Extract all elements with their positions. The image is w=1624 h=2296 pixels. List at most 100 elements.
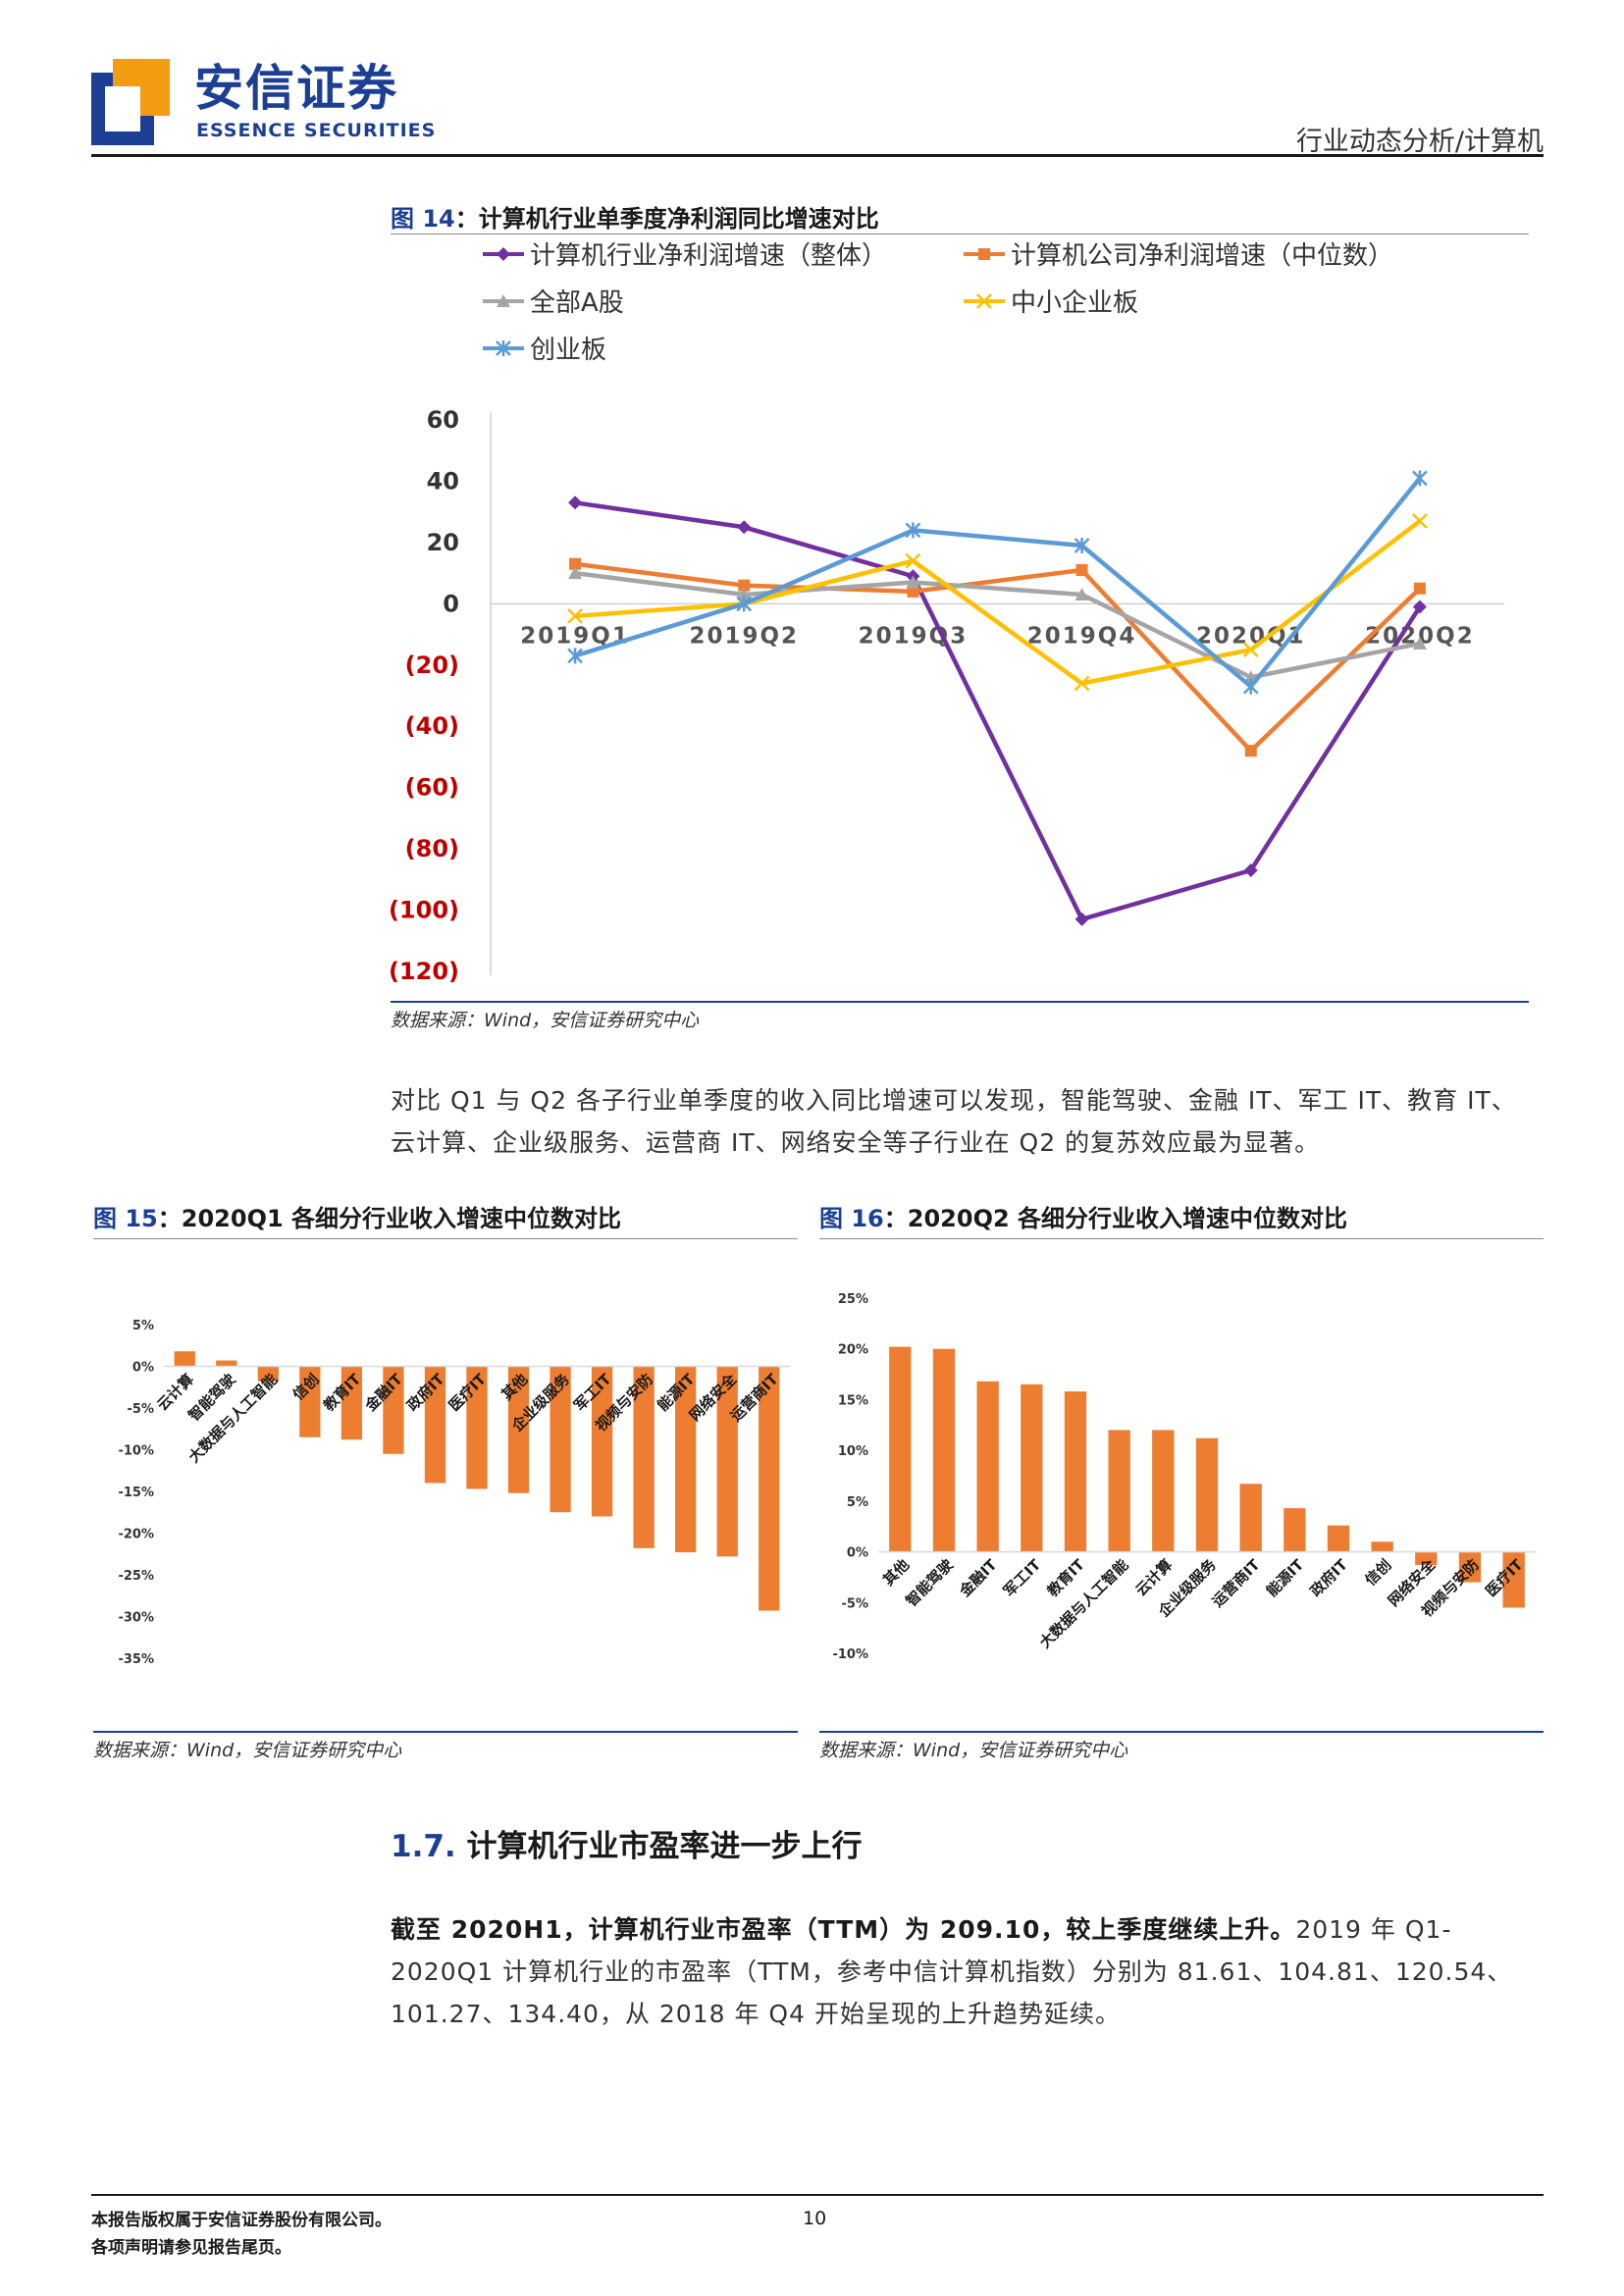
- series-line: [574, 500, 1422, 922]
- y-tick-label: (20): [405, 652, 459, 679]
- series-line: [574, 519, 1422, 686]
- data-point: [1075, 563, 1088, 576]
- bar: [675, 1366, 697, 1553]
- data-point: [1412, 470, 1428, 487]
- data-point: [1244, 745, 1257, 757]
- x-tick-label: 金融IT: [956, 1555, 1001, 1600]
- bar: [633, 1366, 655, 1548]
- bar: [550, 1366, 571, 1513]
- fig15-title-text: 2020Q1 各细分行业收入增速中位数对比: [181, 1205, 622, 1232]
- y-tick-label: -15%: [118, 1486, 154, 1500]
- data-point: [737, 520, 752, 535]
- legend-label: 全部A股: [530, 288, 624, 318]
- bar: [932, 1348, 956, 1552]
- y-tick-label: 10%: [838, 1444, 868, 1459]
- legend-item: 计算机行业净利润增速（整体）: [481, 235, 887, 272]
- data-point: [1074, 587, 1089, 600]
- legend-swatch: [483, 246, 524, 261]
- bar: [976, 1381, 999, 1552]
- legend-marker: [976, 292, 992, 309]
- page-number: 10: [803, 2208, 827, 2229]
- bar: [299, 1366, 321, 1437]
- legend-swatch: [483, 293, 524, 307]
- data-point: [905, 522, 921, 539]
- x-tick-label: 2019Q2: [689, 623, 799, 649]
- data-point: [736, 596, 753, 612]
- section-heading: 1.7. 计算机行业市盈率进一步上行: [391, 1821, 863, 1865]
- paragraph-subindustry: 对比 Q1 与 Q2 各子行业单季度的收入同比增速可以发现，智能驾驶、金融 IT…: [391, 1086, 1517, 1157]
- data-point: [1412, 600, 1427, 614]
- y-tick-label: 0%: [847, 1546, 868, 1561]
- footer-copyright: 本报告版权属于安信证券股份有限公司。: [91, 2211, 392, 2230]
- fig14-top-rule: [391, 234, 1529, 235]
- legend-swatch: [964, 247, 1005, 260]
- legend-item: 中小企业板: [962, 283, 1138, 319]
- fig16-title: 图 16：2020Q2 各细分行业收入增速中位数对比: [819, 1205, 1348, 1232]
- data-point: [567, 648, 583, 664]
- y-tick-label: (120): [391, 958, 459, 985]
- bar: [759, 1366, 780, 1611]
- series-line: [574, 570, 1421, 680]
- report-section: 行业动态分析/计算机: [1295, 127, 1544, 157]
- bar: [1152, 1430, 1175, 1552]
- legend-item: 创业板: [481, 330, 606, 366]
- fig15-label: 图 15: [93, 1205, 158, 1232]
- footer-disclaimer: 各项声明请参见报告尾页。: [91, 2238, 291, 2258]
- fig15-source: 数据来源：Wind，安信证券研究中心: [93, 1740, 402, 1761]
- data-point: [907, 585, 919, 598]
- data-point: [569, 557, 582, 570]
- fig16-title-text: 2020Q2 各细分行业收入增速中位数对比: [907, 1205, 1348, 1232]
- fig14-label: 图 14: [391, 205, 455, 233]
- bar: [1458, 1551, 1482, 1583]
- legend-label: 计算机行业净利润增速（整体）: [530, 241, 888, 271]
- fig14-title: 图 14：计算机行业单季度净利润同比增速对比: [391, 205, 879, 233]
- paragraph-pe: 截至 2020H1，计算机行业市盈率（TTM）为 209.10，较上季度继续上升…: [391, 1908, 1539, 2035]
- y-tick-label: 5%: [847, 1495, 868, 1510]
- bar: [257, 1366, 279, 1382]
- data-point: [905, 552, 921, 569]
- bar: [1021, 1383, 1043, 1552]
- data-point: [1074, 912, 1089, 926]
- fig15-bar-chart: 5%0%-5%-10%-15%-20%-25%-30%-35%云计算智能驾驶大数…: [118, 1319, 790, 1667]
- legend-label: 创业板: [530, 336, 607, 365]
- bar: [1283, 1508, 1306, 1552]
- x-tick-label: 信创: [1362, 1556, 1395, 1590]
- y-tick-label: 0%: [132, 1361, 154, 1376]
- section-title: 计算机行业市盈率进一步上行: [466, 1829, 863, 1864]
- logo-text-cn: 安信证券: [194, 60, 398, 117]
- legend-marker: [496, 339, 511, 356]
- legend-marker: [497, 293, 510, 307]
- fig15-top-rule: [93, 1238, 798, 1239]
- data-point: [568, 496, 583, 510]
- y-tick-label: -25%: [118, 1569, 154, 1584]
- y-tick-label: 20: [427, 529, 459, 556]
- data-point: [1243, 862, 1258, 877]
- data-point: [1412, 513, 1428, 529]
- bar: [1415, 1551, 1438, 1566]
- logo-mark: [91, 59, 170, 145]
- bar: [341, 1366, 363, 1440]
- legend-marker: [497, 246, 510, 261]
- data-point: [1242, 642, 1259, 658]
- x-tick-label: 政府IT: [1307, 1555, 1352, 1600]
- y-tick-label: 40: [427, 467, 459, 495]
- x-tick-label: 2019Q4: [1027, 623, 1137, 649]
- data-point: [1074, 675, 1090, 692]
- legend-item: 计算机公司净利润增速（中位数）: [962, 235, 1393, 272]
- y-tick-label: 0: [443, 590, 459, 617]
- y-tick-label: -10%: [118, 1444, 154, 1459]
- data-point: [1074, 538, 1090, 554]
- bar: [383, 1366, 404, 1454]
- data-point: [1412, 636, 1427, 650]
- y-tick-label: (80): [405, 835, 459, 862]
- fig15-title: 图 15：2020Q1 各细分行业收入增速中位数对比: [93, 1205, 622, 1232]
- bar: [1064, 1391, 1087, 1552]
- bar: [716, 1366, 738, 1557]
- data-point: [906, 575, 920, 589]
- x-tick-label: 智能驾驶: [903, 1556, 957, 1610]
- y-tick-label: -20%: [118, 1528, 154, 1542]
- y-tick-label: 15%: [838, 1393, 868, 1408]
- fig14-bottom-rule: [391, 1001, 1529, 1003]
- paragraph-pe-bold: 截至 2020H1，计算机行业市盈率（TTM）为 209.10，较上季度继续上升…: [391, 1915, 1296, 1944]
